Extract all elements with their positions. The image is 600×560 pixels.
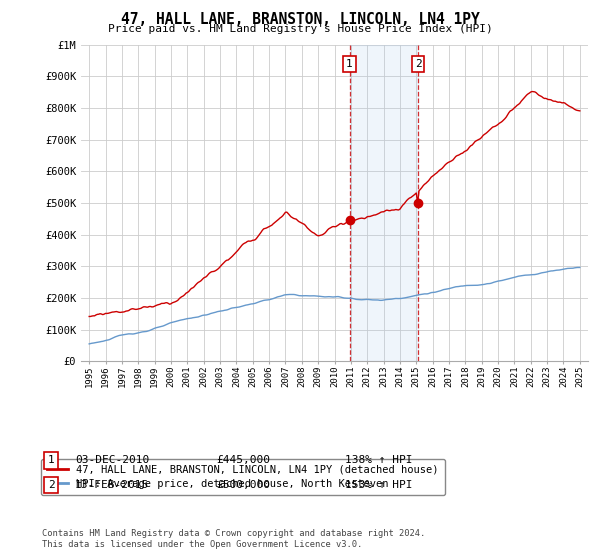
Text: 2: 2 <box>415 59 422 69</box>
Text: £445,000: £445,000 <box>216 455 270 465</box>
Text: £500,000: £500,000 <box>216 480 270 490</box>
Text: 138% ↑ HPI: 138% ↑ HPI <box>345 455 413 465</box>
Text: 47, HALL LANE, BRANSTON, LINCOLN, LN4 1PY: 47, HALL LANE, BRANSTON, LINCOLN, LN4 1P… <box>121 12 479 27</box>
Text: 1: 1 <box>47 455 55 465</box>
Text: Price paid vs. HM Land Registry's House Price Index (HPI): Price paid vs. HM Land Registry's House … <box>107 24 493 34</box>
Text: 03-DEC-2010: 03-DEC-2010 <box>75 455 149 465</box>
Text: 1: 1 <box>346 59 353 69</box>
Text: 153% ↑ HPI: 153% ↑ HPI <box>345 480 413 490</box>
Text: 2: 2 <box>47 480 55 490</box>
Legend: 47, HALL LANE, BRANSTON, LINCOLN, LN4 1PY (detached house), HPI: Average price, : 47, HALL LANE, BRANSTON, LINCOLN, LN4 1P… <box>41 459 445 495</box>
Text: Contains HM Land Registry data © Crown copyright and database right 2024.
This d: Contains HM Land Registry data © Crown c… <box>42 529 425 549</box>
Bar <box>350 45 418 361</box>
Text: 13-FEB-2015: 13-FEB-2015 <box>75 480 149 490</box>
